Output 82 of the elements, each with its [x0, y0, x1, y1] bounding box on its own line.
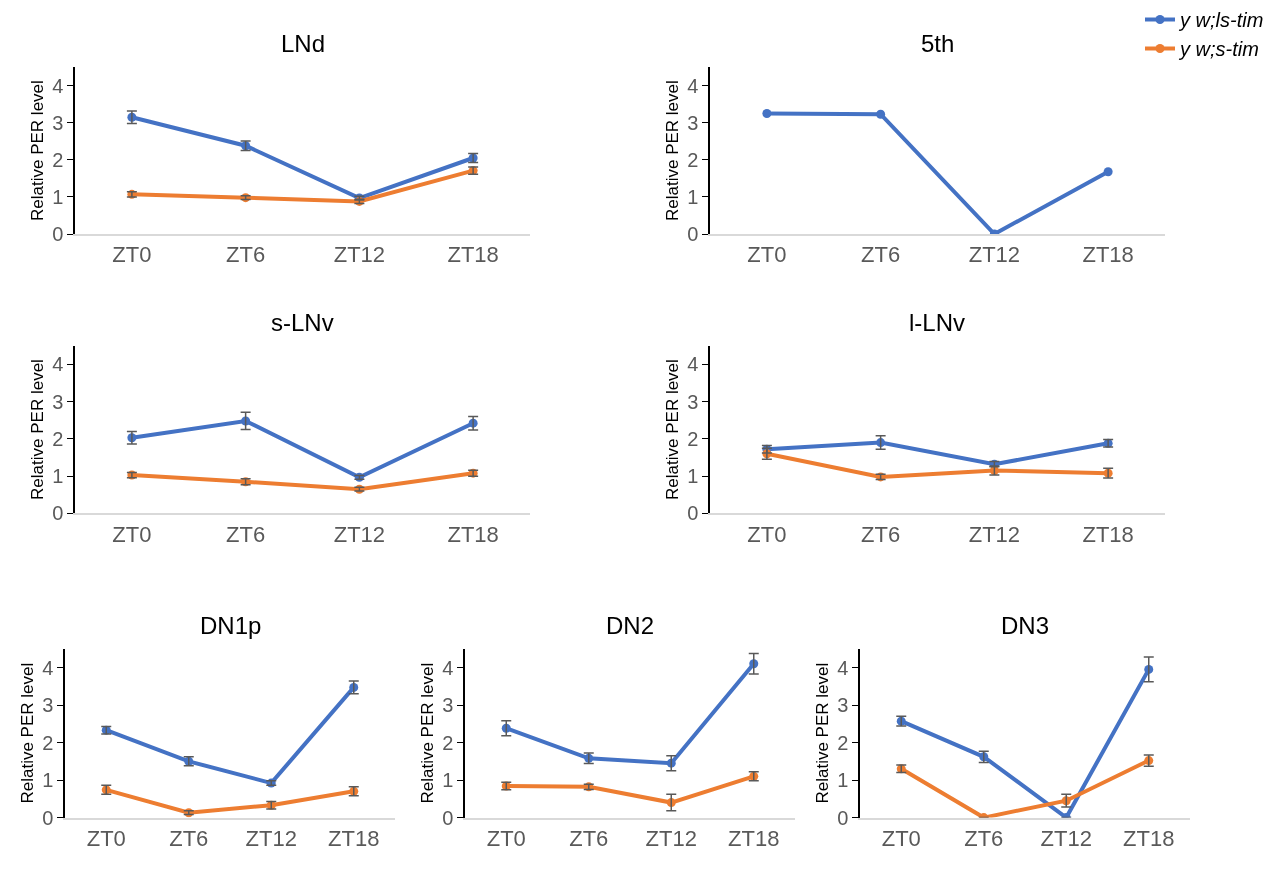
x-tick-label: ZT0: [486, 825, 526, 851]
legend-label: y w;ls-tim: [1178, 9, 1264, 32]
y-tick-label: 3: [52, 111, 64, 134]
y-tick-label: 2: [837, 731, 849, 754]
y-tick-label: 4: [442, 656, 454, 679]
x-tick-label: ZT6: [569, 825, 609, 851]
chart-title: DN3: [1001, 612, 1050, 639]
y-axis-title: Relative PER level: [18, 662, 38, 804]
y-tick-label: 0: [442, 806, 454, 829]
legend-label: y w;s-tim: [1178, 38, 1259, 61]
y-tick-label: 3: [687, 111, 699, 134]
x-tick-label: ZT6: [964, 825, 1004, 851]
y-axis-title: Relative PER level: [663, 359, 683, 500]
y-tick-label: 2: [687, 427, 699, 450]
x-tick-label: ZT0: [747, 521, 787, 547]
y-axis-title: Relative PER level: [813, 662, 833, 804]
chart-title: DN1p: [200, 612, 262, 639]
y-tick-label: 4: [52, 353, 64, 376]
y-tick-label: 0: [52, 502, 64, 525]
y-tick-label: 4: [837, 656, 849, 679]
y-tick-label: 0: [687, 502, 699, 525]
x-tick-label: ZT12: [1040, 825, 1092, 851]
x-tick-label: ZT0: [112, 242, 152, 268]
y-tick-label: 4: [52, 74, 64, 97]
x-tick-label: ZT18: [447, 242, 499, 268]
y-tick-label: 1: [52, 465, 64, 488]
x-tick-label: ZT18: [1082, 242, 1134, 268]
y-tick-label: 2: [52, 427, 64, 450]
y-tick-label: 4: [42, 656, 54, 679]
y-tick-label: 1: [442, 769, 454, 792]
x-tick-label: ZT6: [226, 521, 266, 547]
x-tick-label: ZT6: [169, 825, 209, 851]
y-tick-label: 1: [42, 769, 54, 792]
x-tick-label: ZT18: [1123, 825, 1175, 851]
y-tick-label: 3: [42, 694, 54, 717]
y-tick-label: 3: [442, 694, 454, 717]
y-tick-label: 0: [837, 806, 849, 829]
point: [1103, 167, 1113, 177]
y-axis-title: Relative PER level: [28, 359, 48, 500]
y-tick-label: 3: [837, 694, 849, 717]
x-tick-label: ZT12: [968, 242, 1021, 268]
y-tick-label: 4: [687, 74, 699, 97]
y-tick-label: 1: [687, 465, 699, 488]
x-tick-label: ZT12: [968, 521, 1021, 547]
y-tick-label: 1: [837, 769, 849, 792]
y-axis-title: Relative PER level: [28, 80, 48, 221]
y-tick-label: 2: [442, 731, 454, 754]
chart-title: LNd: [281, 30, 326, 57]
x-tick-label: ZT0: [86, 825, 126, 851]
y-tick-label: 2: [687, 148, 699, 171]
x-tick-label: ZT0: [881, 825, 921, 851]
x-tick-label: ZT6: [861, 521, 901, 547]
y-tick-label: 0: [687, 223, 699, 246]
y-tick-label: 0: [52, 223, 64, 246]
y-tick-label: 1: [52, 185, 64, 208]
y-tick-label: 2: [52, 148, 64, 171]
x-tick-label: ZT18: [328, 825, 380, 851]
x-tick-label: ZT12: [645, 825, 697, 851]
x-tick-label: ZT18: [1082, 521, 1134, 547]
chart-title: s-LNv: [271, 309, 334, 336]
x-tick-label: ZT6: [226, 242, 266, 268]
x-tick-label: ZT0: [747, 242, 787, 268]
chart-title: DN2: [606, 612, 655, 639]
x-tick-label: ZT12: [245, 825, 297, 851]
y-tick-label: 0: [42, 806, 54, 829]
y-tick-label: 3: [52, 390, 64, 413]
y-axis-title: Relative PER level: [418, 662, 438, 804]
x-tick-label: ZT18: [728, 825, 780, 851]
x-tick-label: ZT6: [861, 242, 901, 268]
chart-title: l-LNv: [909, 309, 966, 336]
y-tick-label: 3: [687, 390, 699, 413]
y-tick-label: 1: [687, 185, 699, 208]
point: [876, 109, 886, 119]
x-tick-label: ZT12: [333, 521, 386, 547]
x-tick-label: ZT0: [112, 521, 152, 547]
x-tick-label: ZT12: [333, 242, 386, 268]
point: [762, 109, 772, 118]
y-axis-title: Relative PER level: [663, 80, 683, 221]
chart-title: 5th: [921, 30, 955, 57]
x-tick-label: ZT18: [447, 521, 499, 547]
y-tick-label: 2: [42, 731, 54, 754]
y-tick-label: 4: [687, 353, 699, 376]
